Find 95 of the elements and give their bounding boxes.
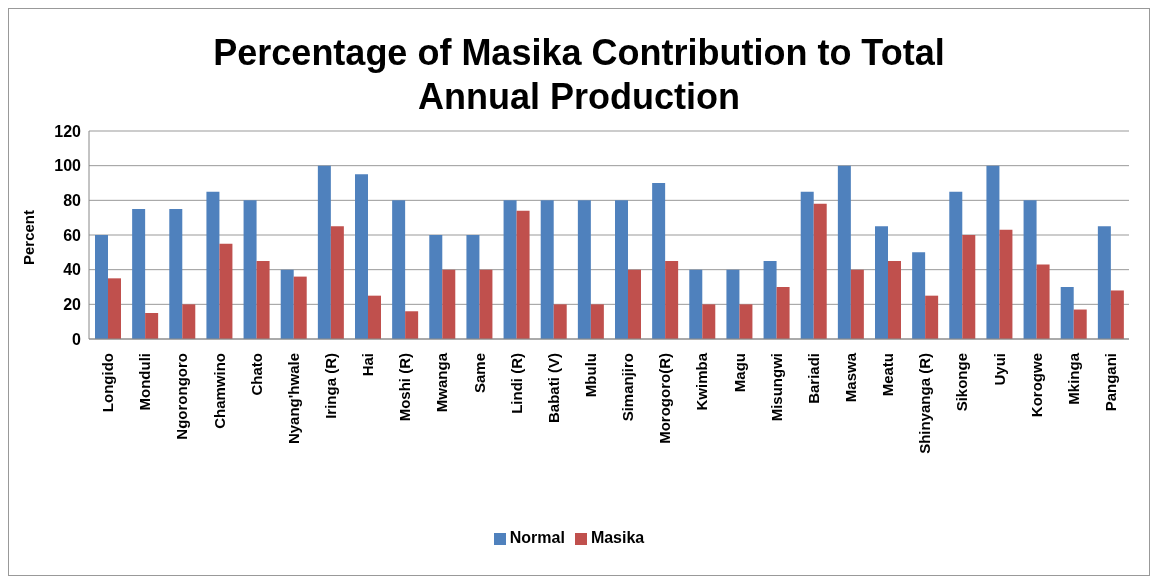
x-tick-label: Iringa (R) <box>321 353 339 419</box>
x-tick-label: Magu <box>730 353 748 393</box>
bar <box>962 235 976 339</box>
bar <box>182 304 196 339</box>
bar <box>577 200 591 339</box>
bar <box>479 269 493 339</box>
bar <box>628 269 641 339</box>
x-tick-label: Chamwino <box>210 353 228 429</box>
bar <box>800 191 814 339</box>
bar <box>405 311 419 339</box>
bar <box>256 261 270 339</box>
bar <box>689 269 703 339</box>
x-tick-label: Bariadi <box>804 353 822 404</box>
bar <box>925 295 939 339</box>
bar <box>540 200 554 339</box>
bar <box>590 304 604 339</box>
y-tick-label: 60 <box>63 226 82 244</box>
bar <box>1097 226 1111 339</box>
bar <box>280 269 294 339</box>
x-tick-label: Simanjiro <box>619 353 637 422</box>
x-tick-label: Moshi (R) <box>396 353 414 422</box>
y-axis-title: Percent <box>20 209 38 265</box>
bar <box>108 278 121 339</box>
x-tick-label: Chato <box>247 353 265 396</box>
x-tick-label: Pangani <box>1101 353 1119 412</box>
x-tick-label: Uyui <box>990 353 1008 386</box>
bar <box>999 229 1013 339</box>
legend-label: Normal <box>509 529 565 546</box>
x-tick-label: Korogwe <box>1027 353 1045 418</box>
x-tick-label: Misungwi <box>767 353 785 422</box>
bar <box>1036 264 1050 339</box>
bar <box>726 269 740 339</box>
bar <box>1073 309 1087 339</box>
bar <box>665 261 679 339</box>
legend-label: Masika <box>590 529 645 546</box>
bar <box>145 313 159 339</box>
bar <box>317 165 331 339</box>
y-tick-label: 120 <box>54 122 82 140</box>
bar <box>95 235 108 339</box>
bar <box>615 200 628 339</box>
y-tick-label: 80 <box>63 192 82 210</box>
bar <box>702 304 716 339</box>
bar <box>330 226 344 339</box>
bar <box>429 235 443 339</box>
bar <box>850 269 864 339</box>
x-tick-label: Nyang'hwale <box>284 353 302 445</box>
bar <box>553 304 567 339</box>
bar <box>1110 290 1124 339</box>
y-tick-label: 100 <box>54 157 82 175</box>
x-tick-label: Same <box>470 353 488 394</box>
bar <box>293 276 307 339</box>
bar <box>368 295 381 339</box>
x-tick-label: Mkinga <box>1064 352 1082 405</box>
bar <box>392 200 406 339</box>
x-tick-label: Ngorongoro <box>173 353 191 440</box>
x-tick-label: Sikonge <box>953 353 971 412</box>
bar <box>219 243 233 339</box>
y-tick-label: 40 <box>63 261 82 279</box>
bar <box>1060 287 1074 339</box>
bar <box>206 191 220 339</box>
x-tick-label: Mwanga <box>433 352 451 413</box>
bar <box>442 269 456 339</box>
chart-title: Percentage of Masika Contribution to Total Annual Production <box>212 31 946 119</box>
x-tick-label: Lindi (R) <box>507 353 525 414</box>
x-tick-label: Longido <box>99 353 117 413</box>
bar <box>466 235 480 339</box>
bar <box>912 252 926 339</box>
bar <box>776 287 790 339</box>
x-tick-label: Mbulu <box>581 353 599 398</box>
bar <box>355 174 368 339</box>
bar <box>132 209 146 339</box>
x-tick-label: Hai <box>359 353 377 377</box>
x-tick-label: Babati (V) <box>544 353 562 424</box>
bar <box>516 210 530 339</box>
bar <box>763 261 777 339</box>
bar <box>837 165 851 339</box>
x-tick-label: Meatu <box>879 353 897 397</box>
bar <box>949 191 963 339</box>
bar <box>652 183 666 339</box>
y-tick-label: 20 <box>63 296 82 314</box>
bar <box>1023 200 1037 339</box>
x-tick-label: Maswa <box>841 352 859 403</box>
bar <box>243 200 257 339</box>
bar <box>739 304 753 339</box>
bar <box>875 226 888 339</box>
bar <box>888 261 901 339</box>
bar <box>503 200 517 339</box>
x-tick-label: Monduli <box>136 353 154 411</box>
x-tick-label: Shinyanga (R) <box>916 353 934 454</box>
y-tick-label: 0 <box>72 330 82 348</box>
x-tick-label: Morogoro(R) <box>656 353 674 444</box>
x-tick-label: Kwimba <box>693 352 711 411</box>
bar <box>986 165 1000 339</box>
bar <box>813 203 827 339</box>
bar <box>169 209 183 339</box>
